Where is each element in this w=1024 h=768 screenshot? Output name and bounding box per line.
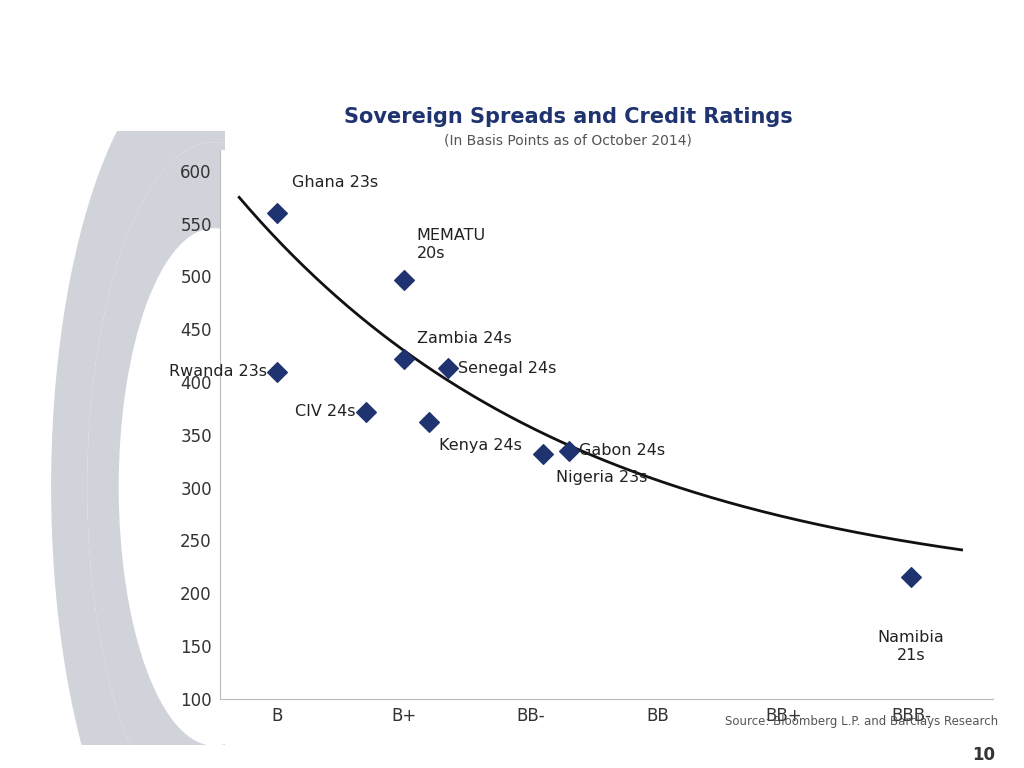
Text: Sovereign Spreads and Credit Ratings: Sovereign Spreads and Credit Ratings	[344, 107, 793, 127]
Text: 4.  Financing Trends in Africa – Sovereign Bonds: 4. Financing Trends in Africa – Sovereig…	[99, 66, 925, 95]
Point	[560, 445, 577, 457]
Text: (In Basis Points as of October 2014): (In Basis Points as of October 2014)	[444, 134, 692, 147]
Text: Rwanda 23s: Rwanda 23s	[169, 364, 267, 379]
Text: 10: 10	[973, 746, 995, 764]
Text: Nigeria 23s: Nigeria 23s	[556, 470, 647, 485]
Text: CIV 24s: CIV 24s	[295, 404, 355, 419]
Point	[395, 273, 412, 286]
Point	[440, 362, 457, 375]
Point	[395, 353, 412, 365]
Point	[357, 406, 374, 418]
Text: Senegal 24s: Senegal 24s	[459, 361, 557, 376]
Text: Namibia
21s: Namibia 21s	[878, 631, 944, 663]
Text: Ghana 23s: Ghana 23s	[293, 175, 379, 190]
Circle shape	[88, 143, 340, 768]
Text: Gabon 24s: Gabon 24s	[579, 443, 665, 458]
Point	[269, 207, 286, 220]
Point	[536, 448, 552, 460]
Text: Source: Bloomberg L.P. and Barclays Research: Source: Bloomberg L.P. and Barclays Rese…	[725, 715, 998, 728]
Circle shape	[120, 229, 308, 745]
Point	[269, 366, 286, 378]
Circle shape	[52, 45, 376, 768]
Point	[421, 416, 437, 429]
Text: Zambia 24s: Zambia 24s	[417, 331, 511, 346]
Point	[903, 571, 920, 584]
Text: Kenya 24s: Kenya 24s	[439, 438, 522, 453]
Text: MEMATU
20s: MEMATU 20s	[417, 228, 485, 260]
Circle shape	[88, 143, 340, 768]
